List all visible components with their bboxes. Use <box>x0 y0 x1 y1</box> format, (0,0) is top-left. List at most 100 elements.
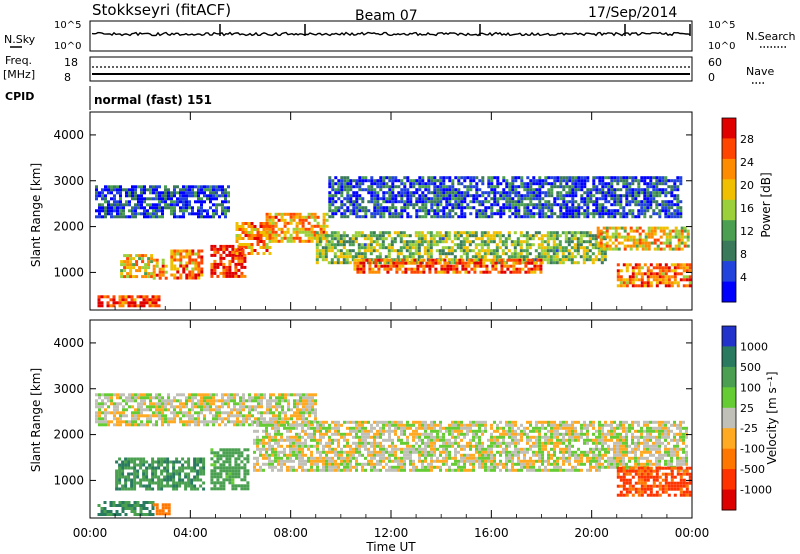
data-cell <box>643 194 647 198</box>
data-cell <box>131 215 134 219</box>
data-cell <box>493 185 497 189</box>
data-cell <box>182 249 186 253</box>
data-cell <box>155 393 158 397</box>
data-cell <box>337 188 341 192</box>
data-cell <box>133 463 137 467</box>
data-cell <box>356 267 360 271</box>
data-cell <box>603 255 607 259</box>
data-cell <box>397 185 401 189</box>
data-cell <box>619 176 623 180</box>
data-cell <box>349 209 353 213</box>
data-cell <box>688 278 692 282</box>
data-cell <box>290 414 293 418</box>
data-cell <box>673 182 677 186</box>
data-cell <box>150 260 154 264</box>
date-title: 17/Sep/2014 <box>588 5 677 21</box>
data-cell <box>240 274 244 278</box>
data-cell <box>100 295 104 299</box>
data-cell <box>246 472 250 476</box>
data-cell <box>160 457 164 461</box>
data-cell <box>95 209 98 213</box>
data-cell <box>103 507 107 510</box>
data-cell <box>213 475 217 479</box>
data-cell <box>479 264 483 268</box>
data-cell <box>206 209 209 213</box>
data-cell <box>299 408 302 412</box>
data-cell <box>619 284 623 288</box>
data-cell <box>259 441 262 445</box>
data-cell <box>316 447 319 451</box>
data-cell <box>549 255 553 259</box>
data-cell <box>228 478 232 482</box>
data-cell <box>399 240 403 244</box>
data-cell <box>231 469 235 473</box>
data-cell <box>384 246 388 250</box>
data-cell <box>363 246 367 250</box>
data-cell <box>478 203 482 207</box>
data-cell <box>330 237 334 241</box>
data-cell <box>345 234 349 238</box>
data-cell <box>549 231 553 235</box>
data-cell <box>571 182 575 186</box>
data-cell <box>360 255 364 259</box>
data-cell <box>598 179 602 183</box>
data-cell <box>635 241 639 245</box>
data-cell <box>583 185 587 189</box>
data-cell <box>290 417 293 421</box>
data-cell <box>298 459 301 463</box>
data-cell <box>122 215 125 219</box>
data-region <box>97 501 155 516</box>
data-cell <box>505 194 509 198</box>
data-cell <box>564 240 568 244</box>
data-cell <box>277 212 281 216</box>
data-cell <box>619 269 623 273</box>
data-cell <box>474 231 478 235</box>
data-cell <box>511 203 515 207</box>
data-cell <box>224 411 227 415</box>
data-cell <box>513 246 517 250</box>
data-cell <box>334 429 337 433</box>
data-cell <box>405 240 409 244</box>
data-cell <box>140 423 143 427</box>
data-cell <box>631 281 635 285</box>
data-cell <box>316 420 319 424</box>
data-cell <box>134 399 137 403</box>
data-cell <box>225 469 229 473</box>
data-cell <box>649 203 653 207</box>
data-cell <box>143 393 146 397</box>
data-cell <box>262 225 266 228</box>
data-cell <box>260 393 263 397</box>
data-cell <box>461 264 465 268</box>
data-cell <box>405 258 409 262</box>
data-cell <box>280 462 283 466</box>
data-cell <box>485 270 489 274</box>
data-cell <box>228 481 232 485</box>
data-cell <box>388 185 392 189</box>
data-cell <box>231 274 235 278</box>
data-cell <box>257 405 260 409</box>
data-cell <box>215 408 218 412</box>
data-cell <box>349 182 353 186</box>
data-cell <box>230 393 233 397</box>
data-cell <box>133 472 137 476</box>
data-cell <box>121 510 125 513</box>
data-cell <box>259 438 262 442</box>
data-cell <box>200 411 203 415</box>
data-cell <box>325 453 328 457</box>
data-cell <box>683 226 687 230</box>
data-cell <box>667 191 671 195</box>
data-cell <box>274 212 278 216</box>
data-cell <box>603 258 607 262</box>
data-cell <box>166 472 170 476</box>
data-cell <box>641 238 645 242</box>
data-cell <box>378 261 382 265</box>
data-cell <box>191 258 195 262</box>
data-cell <box>610 194 614 198</box>
data-cell <box>103 295 107 299</box>
data-cell <box>495 243 499 247</box>
data-cell <box>631 278 635 282</box>
data-cell <box>262 420 265 424</box>
data-cell <box>379 179 383 183</box>
data-cell <box>224 423 227 427</box>
